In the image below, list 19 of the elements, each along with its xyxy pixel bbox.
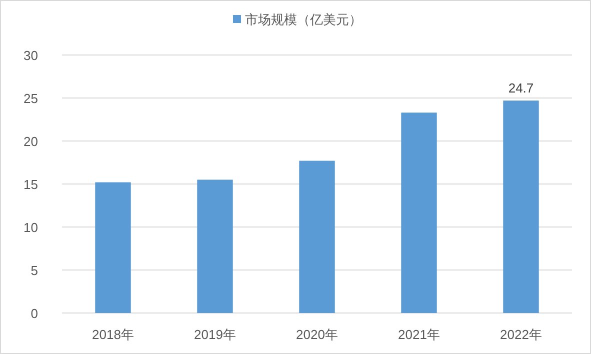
y-tick-label: 20: [24, 134, 38, 149]
x-tick-label: 2021年: [398, 327, 440, 342]
y-tick-label: 5: [30, 263, 38, 278]
x-tick-label: 2018年: [92, 327, 134, 342]
x-tick-label: 2022年: [500, 327, 542, 342]
bar: [503, 100, 539, 313]
y-tick-label: 0: [30, 306, 38, 321]
legend-label: 市场规模（亿美元）: [245, 12, 362, 27]
y-tick-label: 10: [24, 220, 38, 235]
text: 24.7: [508, 80, 534, 96]
bar: [95, 182, 131, 313]
bar: [299, 160, 335, 313]
x-tick-label: 2020年: [296, 327, 338, 342]
x-tick-label: 2019年: [194, 327, 236, 342]
y-tick-label: 30: [24, 48, 38, 63]
bar: [197, 180, 233, 313]
y-tick-label: 25: [24, 91, 38, 106]
bar: [401, 112, 437, 313]
y-tick-label: 15: [24, 177, 38, 192]
